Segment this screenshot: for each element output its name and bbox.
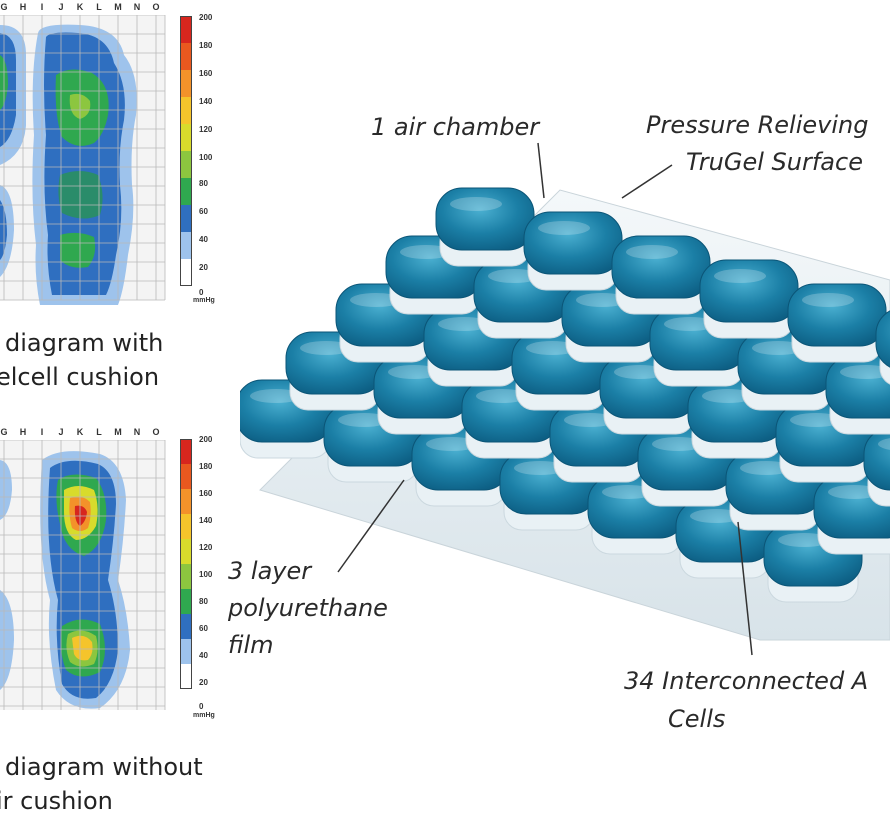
scale-tick: 120 [199, 125, 213, 134]
callout-cells-line2: Cells [668, 705, 726, 733]
scale-tick: 80 [199, 597, 208, 606]
scale-unit: mmHg [193, 297, 215, 304]
scale-tick: 60 [199, 624, 208, 633]
scale-tick: 140 [199, 516, 213, 525]
col-letter: H [19, 427, 27, 437]
callout-film-line1: 3 layer [228, 557, 312, 585]
scale-tick: 100 [199, 570, 213, 579]
caption-line: diagram without [5, 753, 203, 781]
air-cell [863, 427, 890, 507]
scale-tick: 160 [199, 69, 213, 78]
col-letter: L [96, 427, 102, 437]
caption-line: elcell cushion [0, 363, 160, 391]
col-letter: L [96, 2, 102, 12]
col-letter: H [19, 2, 27, 12]
callout-surface-line1: Pressure Relieving [646, 111, 869, 139]
scale-tick: 200 [199, 435, 213, 444]
scale-tick: 40 [199, 651, 208, 660]
air-cell [687, 379, 787, 459]
col-letter: J [58, 427, 64, 437]
scale-tick: 0 [199, 288, 204, 297]
scale-tick: 60 [199, 207, 208, 216]
callout-surface-line2: TruGel Surface [686, 148, 863, 176]
col-letter: O [152, 427, 160, 437]
caption-line: diagram with [5, 329, 164, 357]
col-letter: I [40, 2, 44, 12]
col-letter: M [114, 2, 122, 12]
col-letter: O [152, 2, 160, 12]
air-cell [875, 310, 890, 385]
callout-film-line3: film [228, 631, 274, 659]
scale-tick: 160 [199, 489, 213, 498]
air-cell [787, 283, 887, 363]
col-letter: K [76, 2, 84, 12]
pressure-scale-top [180, 16, 192, 286]
air-cell [611, 235, 711, 315]
callout-film-line2: polyurethane [228, 594, 388, 622]
col-letter: N [133, 2, 141, 12]
scale-unit: mmHg [193, 712, 215, 719]
scale-tick: 40 [199, 235, 208, 244]
col-letter: G [0, 2, 8, 12]
pressure-map-bottom: G H I J K L M N O [0, 425, 230, 745]
column-letters-bottom: G H I J K L M N O [0, 427, 170, 439]
scale-tick: 140 [199, 97, 213, 106]
air-cell [435, 187, 535, 267]
caption-line: ir cushion [0, 787, 113, 815]
air-cell-cushion-illustration [240, 187, 890, 641]
pressure-map-top: G H I J K L M N O [0, 0, 230, 330]
pressure-scale-bottom [180, 439, 192, 689]
air-cell [825, 355, 890, 435]
caption-top: diagram with elcell cushion [0, 326, 163, 394]
col-letter: I [40, 427, 44, 437]
pressure-grid-top [0, 15, 166, 306]
scale-tick: 200 [199, 13, 213, 22]
air-cells [240, 187, 890, 603]
column-letters-top: G H I J K L M N O [0, 2, 170, 14]
scale-tick: 0 [199, 702, 204, 711]
scale-tick: 20 [199, 678, 208, 687]
air-cell [385, 235, 485, 315]
callout-air-chamber: 1 air chamber [371, 113, 540, 141]
scale-tick: 20 [199, 263, 208, 272]
scale-tick: 120 [199, 543, 213, 552]
col-letter: N [133, 427, 141, 437]
air-cell [285, 331, 385, 411]
pressure-grid-bottom [0, 440, 166, 710]
callout-cells-line1: 34 Interconnected A [624, 667, 869, 695]
scale-tick: 100 [199, 153, 213, 162]
air-cell [699, 259, 799, 339]
air-cell [725, 451, 825, 531]
scale-tick: 80 [199, 179, 208, 188]
scale-tick: 180 [199, 462, 213, 471]
col-letter: M [114, 427, 122, 437]
col-letter: G [0, 427, 8, 437]
scale-tick: 180 [199, 41, 213, 50]
col-letter: K [76, 427, 84, 437]
air-cell [523, 211, 623, 291]
caption-bottom: diagram without ir cushion [0, 750, 203, 818]
col-letter: J [58, 2, 64, 12]
